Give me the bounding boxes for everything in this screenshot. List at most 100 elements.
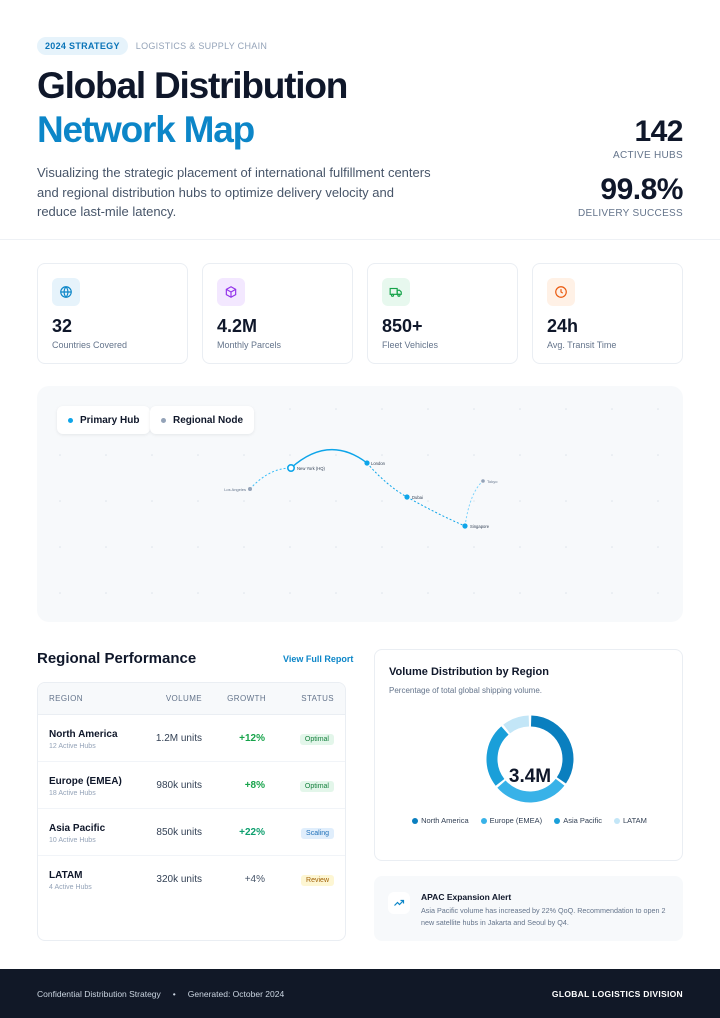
page-title: Global Distribution	[37, 65, 348, 106]
stat-value: 24h	[547, 316, 579, 336]
alert-text: Asia Pacific volume has increased by 22%…	[421, 906, 666, 927]
legend-swatch	[554, 817, 561, 824]
section-title: Regional Performance	[37, 650, 197, 667]
network-map: Los Angeles New York (HQ) London Dubai S…	[37, 386, 683, 622]
column-header: GROWTH	[227, 694, 266, 703]
node-label: London	[371, 461, 386, 466]
stat-label: Fleet Vehicles	[382, 340, 439, 350]
page-title-accent: Network Map	[37, 109, 255, 150]
node-label: Tokyo	[487, 479, 498, 484]
node-label: Dubai	[412, 495, 423, 500]
footer-left: Confidential Distribution Strategy • Gen…	[37, 989, 284, 999]
truck-icon	[382, 278, 410, 306]
trending-up-icon	[388, 892, 410, 914]
region-name: Asia Pacific	[49, 823, 106, 834]
status-badge: Optimal	[299, 734, 334, 745]
stat-card-countries: 32 Countries Covered	[37, 263, 188, 364]
alert-title: APAC Expansion Alert	[421, 892, 512, 902]
region-hubs: 18 Active Hubs	[49, 790, 96, 797]
region-volume: 850k units	[156, 827, 202, 838]
legend-item: Europe (EMEA)	[480, 816, 542, 825]
legend-dot	[68, 417, 73, 423]
region-growth: +8%	[244, 780, 265, 791]
stat-cards: 32 Countries Covered 4.2M Monthly Parcel…	[37, 263, 683, 364]
status-badge: Scaling	[301, 828, 334, 839]
route-la-ny	[249, 467, 292, 490]
table-row: Europe (EMEA) 18 Active Hubs 980k units …	[38, 762, 345, 809]
node-singapore	[462, 523, 468, 529]
view-full-report-link[interactable]: View Full Report	[283, 654, 354, 664]
footer-bullet: •	[172, 989, 176, 999]
status-badge: Review	[301, 875, 334, 886]
donut-chart	[486, 715, 574, 803]
legend-label: Asia Pacific	[563, 816, 602, 825]
stat-value: 32	[52, 316, 73, 336]
region-hubs: 10 Active Hubs	[49, 837, 96, 844]
stat-card-fleet: 850+ Fleet Vehicles	[367, 263, 518, 364]
legend-item: North America	[412, 816, 469, 825]
chart-legend: North America Europe (EMEA) Asia Pacific…	[375, 816, 684, 825]
globe-icon	[52, 278, 80, 306]
region-volume: 320k units	[156, 874, 202, 885]
stat-label: Monthly Parcels	[217, 340, 282, 350]
footer-division: GLOBAL LOGISTICS DIVISION	[551, 989, 683, 999]
legend-regional-node: Regional Node	[150, 406, 255, 434]
legend-label: North America	[421, 816, 469, 825]
donut-slice-asia-pacific	[486, 726, 509, 786]
route-singapore-tokyo	[464, 480, 484, 527]
node-london	[364, 460, 370, 466]
legend-primary-hub: Primary Hub	[57, 406, 151, 434]
region-name: LATAM	[49, 870, 83, 881]
donut-center-value: 3.4M	[508, 766, 552, 787]
region-volume: 980k units	[156, 780, 202, 791]
legend-swatch	[613, 817, 620, 824]
apac-expansion-alert: APAC Expansion Alert Asia Pacific volume…	[374, 876, 683, 941]
kpi-label: ACTIVE HUBS	[613, 150, 683, 161]
legend-label: Primary Hub	[80, 414, 140, 426]
node-label: Los Angeles	[224, 487, 246, 492]
stat-value: 850+	[382, 316, 423, 336]
region-growth: +22%	[239, 827, 265, 838]
table-header: REGION VOLUME GROWTH STATUS	[38, 683, 345, 715]
legend-swatch	[480, 817, 487, 824]
region-name: Europe (EMEA)	[49, 776, 122, 787]
table-row: Asia Pacific 10 Active Hubs 850k units +…	[38, 809, 345, 856]
table-row: LATAM 4 Active Hubs 320k units +4% Revie…	[38, 856, 345, 903]
kpi-value: 99.8%	[600, 173, 683, 206]
kpi-active-hubs: 142 ACTIVE HUBS	[613, 115, 683, 162]
legend-item: Asia Pacific	[554, 816, 602, 825]
route-london-dubai	[366, 462, 408, 498]
kpi-delivery-success: 99.8% DELIVERY SUCCESS	[577, 173, 684, 220]
node-los-angeles	[248, 487, 252, 491]
tag-row: 2024 STRATEGY LOGISTICS & SUPPLY CHAIN	[37, 37, 267, 55]
category-tag: LOGISTICS & SUPPLY CHAIN	[135, 41, 268, 51]
route-dubai-singapore	[406, 496, 466, 527]
volume-distribution-card: Volume Distribution by Region Percentage…	[374, 649, 683, 861]
node-new-york	[287, 464, 296, 473]
region-growth: +12%	[239, 733, 265, 744]
legend-label: LATAM	[622, 816, 647, 825]
donut-slice-latam	[503, 715, 530, 734]
region-growth: +4%	[244, 874, 265, 885]
donut-slice-north-america	[530, 715, 574, 784]
report-header: 2024 STRATEGY LOGISTICS & SUPPLY CHAIN G…	[0, 0, 720, 240]
column-header: REGION	[49, 694, 83, 703]
stat-card-parcels: 4.2M Monthly Parcels	[202, 263, 353, 364]
stat-card-transit: 24h Avg. Transit Time	[532, 263, 683, 364]
stat-label: Countries Covered	[52, 340, 128, 350]
kpi-value: 142	[634, 115, 683, 148]
region-hubs: 12 Active Hubs	[49, 743, 96, 750]
legend-dot	[161, 417, 166, 423]
kpi-label: DELIVERY SUCCESS	[577, 208, 683, 219]
stat-value: 4.2M	[217, 316, 258, 336]
node-tokyo	[481, 479, 485, 483]
legend-item: LATAM	[613, 816, 647, 825]
region-name: North America	[49, 729, 118, 740]
route-ny-london	[290, 449, 368, 469]
status-badge: Optimal	[299, 781, 334, 792]
chart-subtitle: Percentage of total global shipping volu…	[389, 686, 542, 695]
table-row: North America 12 Active Hubs 1.2M units …	[38, 715, 345, 762]
performance-table: REGION VOLUME GROWTH STATUS North Americ…	[37, 682, 346, 941]
node-dubai	[404, 494, 410, 500]
stat-label: Avg. Transit Time	[547, 340, 617, 350]
